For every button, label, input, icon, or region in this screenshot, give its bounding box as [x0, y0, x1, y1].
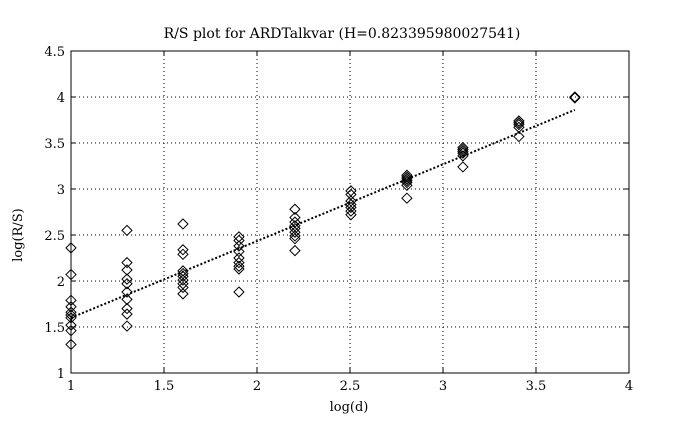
data-point [513, 115, 525, 127]
data-point [345, 205, 357, 217]
data-point [345, 201, 357, 214]
data-point [401, 179, 413, 192]
data-point [401, 173, 413, 185]
y-tick-label: 3 [57, 183, 65, 198]
fit-line-group [70, 108, 576, 319]
data-point [121, 302, 133, 315]
x-tick-label: 3.5 [526, 379, 547, 394]
data-point [121, 273, 133, 285]
data-point [457, 141, 469, 154]
data-point [401, 171, 413, 183]
data-point [177, 288, 189, 300]
data-point [401, 192, 413, 204]
data-point [121, 293, 133, 306]
data-point [121, 320, 133, 332]
data-point [121, 286, 133, 298]
x-tick-label: 2.5 [340, 379, 361, 394]
y-tick-label: 4 [57, 91, 65, 106]
data-point [457, 145, 469, 157]
data-point [177, 218, 189, 230]
data-point [121, 278, 133, 290]
y-tick-label: 2.5 [44, 229, 65, 244]
data-point [233, 234, 245, 247]
data-point [513, 118, 525, 131]
data-point [401, 176, 413, 189]
data-point [177, 270, 189, 283]
y-axis-label: log(R/S) [11, 208, 26, 262]
data-point [121, 308, 133, 320]
data-point [233, 260, 245, 272]
data-point [457, 143, 469, 156]
y-tick-label: 4.5 [44, 45, 65, 60]
data-point [177, 274, 189, 286]
data-point [177, 281, 189, 294]
data-point [233, 245, 245, 258]
x-tick-label: 4 [625, 379, 633, 394]
data-point [457, 161, 469, 173]
x-tick-label: 1 [67, 379, 75, 394]
data-point [569, 91, 581, 103]
data-point [513, 117, 525, 129]
data-point [569, 92, 581, 104]
data-point [121, 224, 133, 237]
data-point [121, 264, 133, 276]
x-axis-label: log(d) [330, 400, 369, 415]
data-point [233, 286, 245, 298]
data-point [289, 211, 301, 224]
data-point [233, 263, 245, 275]
y-tick-label: 3.5 [44, 137, 65, 152]
data-point [289, 226, 301, 238]
grid-lines [71, 51, 629, 373]
y-tick-label: 1.5 [44, 321, 65, 336]
data-point [401, 175, 413, 187]
data-point [289, 230, 301, 242]
data-point [457, 147, 469, 159]
x-tick-label: 3 [439, 379, 447, 394]
data-point [233, 240, 245, 252]
data-point [289, 244, 301, 257]
data-point [177, 244, 189, 256]
data-point [177, 248, 189, 261]
x-axis-ticks: 1 1.5 2 2.5 3 3.5 4 [67, 51, 633, 394]
data-point [457, 150, 469, 162]
data-point [233, 231, 245, 243]
data-point [233, 252, 245, 264]
data-point [513, 121, 525, 134]
y-tick-label: 2 [57, 275, 65, 290]
y-axis-ticks: 1 1.5 2 2.5 3 3.5 4 4.5 [44, 45, 629, 382]
fit-line [70, 108, 576, 319]
data-point [233, 256, 245, 269]
data-point [289, 203, 301, 215]
data-point [289, 232, 301, 245]
x-tick-label: 2 [253, 379, 261, 394]
x-tick-label: 1.5 [154, 379, 175, 394]
data-point [177, 265, 189, 277]
data-point [345, 209, 357, 221]
data-point [513, 130, 525, 143]
chart-title: R/S plot for ARDTalkvar (H=0.82339598002… [164, 26, 521, 42]
y-tick-label: 1 [57, 367, 65, 382]
data-point [121, 256, 133, 269]
